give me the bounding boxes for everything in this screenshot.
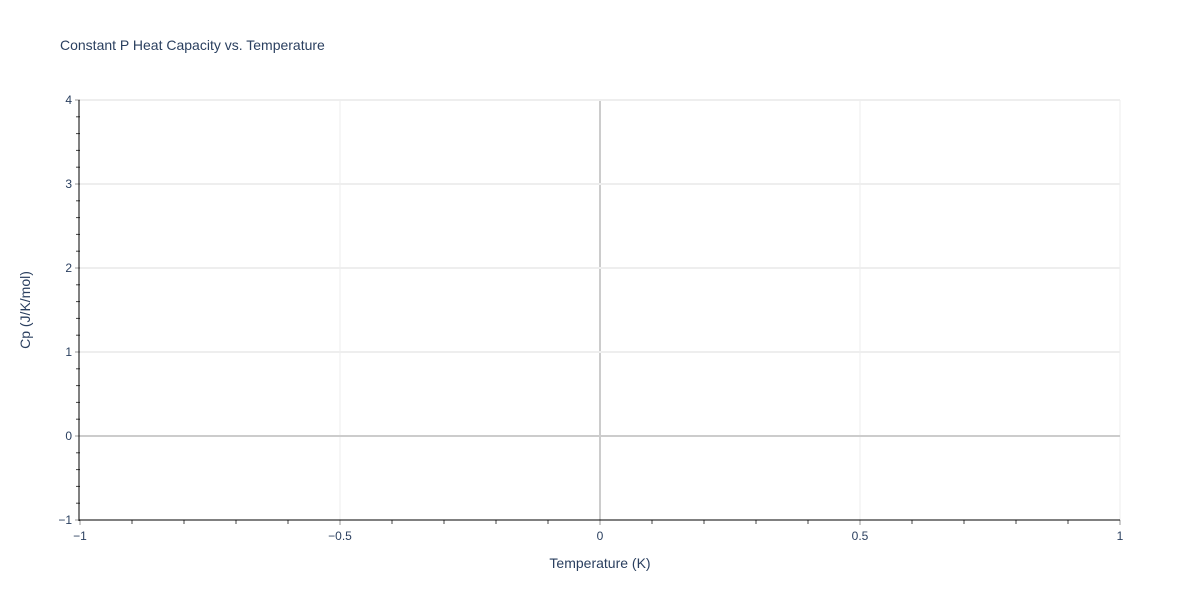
x-tick-label: 0.5: [852, 529, 869, 543]
x-axis-label: Temperature (K): [549, 555, 650, 571]
chart-title: Constant P Heat Capacity vs. Temperature: [60, 37, 325, 53]
y-tick-label: 0: [65, 429, 72, 443]
x-tick-label: −1: [73, 529, 87, 543]
axes: −1 −0.5 0 0.5 1 −1 0 1 2 3 4: [58, 93, 1123, 543]
y-axis-label: Cp (J/K/mol): [17, 271, 33, 349]
x-tick-label: −0.5: [328, 529, 352, 543]
y-tick-label: 3: [65, 177, 72, 191]
y-tick-label: 4: [65, 93, 72, 107]
y-tick-label: −1: [58, 513, 72, 527]
gridlines: [80, 99, 1121, 520]
y-tick-label: 1: [65, 345, 72, 359]
y-tick-label: 2: [65, 261, 72, 275]
x-tick-label: 0: [597, 529, 604, 543]
x-tick-label: 1: [1117, 529, 1124, 543]
